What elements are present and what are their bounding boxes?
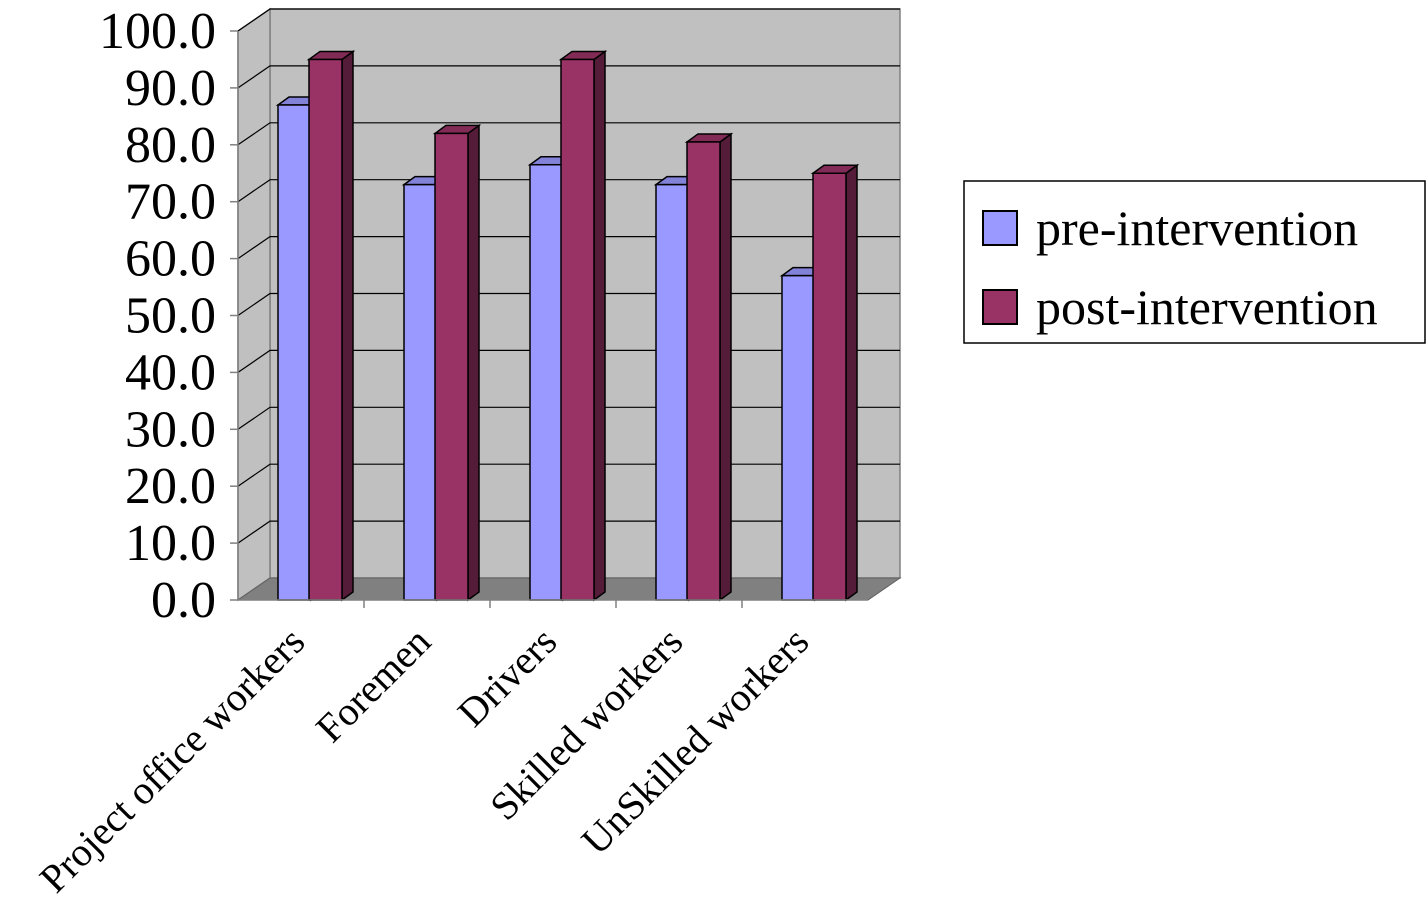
y-tick-label: 10.0 [125,515,216,572]
gridline [237,65,900,89]
y-axis: 0.010.020.030.040.050.060.070.080.090.01… [99,3,868,629]
legend: pre-intervention post-intervention [963,180,1426,344]
bar [432,123,482,602]
y-tick-label: 100.0 [99,3,216,60]
bar-front [277,104,312,601]
y-tick-label: 20.0 [125,458,216,515]
bar-front [560,58,595,601]
legend-swatch [982,210,1018,246]
bar-front [655,183,690,601]
x-tick-label: Drivers [449,619,566,736]
bar-front [403,183,438,601]
x-tick-label: Foremen [307,619,439,751]
x-tick-label: Project office workers [31,619,314,902]
y-tick-label: 80.0 [125,117,216,174]
legend-label: post-intervention [1036,279,1378,335]
bar-front [529,163,564,601]
bar-side [845,163,858,602]
gridline [237,122,900,146]
bar-side [719,132,732,602]
legend-label: pre-intervention [1036,200,1358,256]
y-tick-label: 70.0 [125,174,216,231]
y-tick-label: 50.0 [125,288,216,345]
bar-front [686,141,721,601]
bars [275,49,860,602]
y-tick-label: 40.0 [125,344,216,401]
bar-side [467,123,480,602]
x-tick-label: UnSkilled workers [573,619,818,864]
y-tick-label: 0.0 [151,572,216,629]
bar [810,163,860,602]
legend-swatch [982,289,1018,325]
y-tick-label: 60.0 [125,231,216,288]
gridline [237,8,900,32]
bar [558,49,608,602]
bar [684,132,734,602]
bar-side [341,49,354,602]
y-tick-label: 90.0 [125,60,216,117]
legend-box [963,180,1426,344]
bar [306,49,356,602]
bar-side [593,49,606,602]
y-tick-label: 30.0 [125,401,216,458]
bar-front [308,58,343,601]
bar-front [812,172,847,601]
bar-front [781,274,816,601]
bar-front [434,132,469,601]
